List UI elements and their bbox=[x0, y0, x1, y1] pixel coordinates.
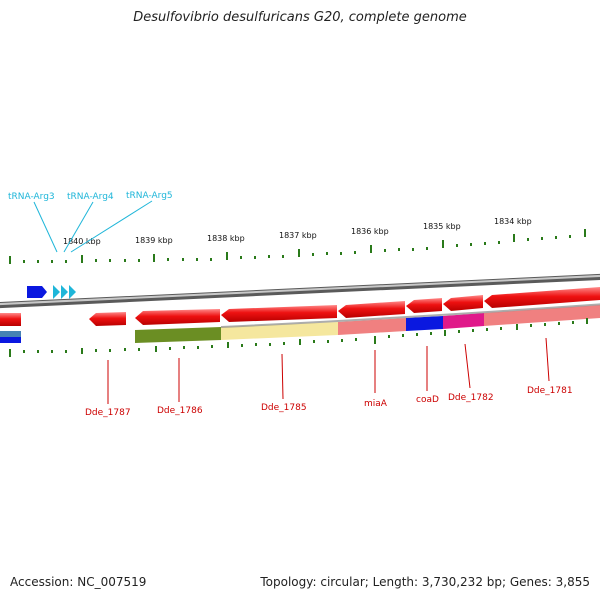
gene-label: Dde_1782 bbox=[448, 393, 494, 403]
cds-arrow bbox=[406, 298, 442, 313]
gene-label: Dde_1787 bbox=[85, 408, 131, 418]
gene-label: Dde_1781 bbox=[527, 386, 573, 396]
ruler-label: 1838 kbp bbox=[207, 234, 245, 243]
ruler-label: 1840 kbp bbox=[63, 237, 101, 246]
ruler-label: 1835 kbp bbox=[423, 222, 461, 231]
trna-arrow bbox=[69, 285, 76, 299]
cog-block bbox=[0, 331, 21, 337]
cds-arrow bbox=[221, 305, 337, 322]
small-gene-arrow bbox=[27, 286, 47, 298]
cog-block bbox=[0, 337, 21, 343]
cds-arrow bbox=[338, 301, 405, 318]
trna-leader-line bbox=[33, 201, 58, 253]
cds-arrow bbox=[443, 295, 483, 311]
upper-tick-row bbox=[9, 229, 586, 264]
trna-arrow bbox=[53, 285, 60, 299]
forward-small-features bbox=[27, 285, 76, 299]
cog-block bbox=[338, 318, 406, 335]
topology-text: Topology: circular; Length: 3,730,232 bp… bbox=[260, 575, 590, 589]
trna-label: tRNA-Arg3 bbox=[8, 192, 55, 202]
ruler-label: 1839 kbp bbox=[135, 236, 173, 245]
reverse-cds-arrows bbox=[0, 287, 600, 326]
cds-arrow bbox=[135, 309, 220, 325]
genome-title: Desulfovibrio desulfuricans G20, complet… bbox=[133, 10, 467, 25]
cds-arrow bbox=[89, 312, 126, 326]
cog-block bbox=[406, 316, 443, 331]
cog-track-edge bbox=[220, 303, 600, 328]
cog-block bbox=[135, 327, 221, 343]
trna-leader-line bbox=[63, 201, 94, 253]
trna-arrow bbox=[61, 285, 68, 299]
trna-label: tRNA-Arg4 bbox=[67, 192, 114, 202]
ruler-label: 1834 kbp bbox=[494, 217, 532, 226]
gene-leader-lines bbox=[107, 337, 550, 404]
cog-track bbox=[0, 303, 600, 343]
gene-label: coaD bbox=[416, 395, 439, 405]
cds-arrow bbox=[484, 287, 600, 308]
cds-arrow bbox=[0, 313, 21, 326]
cog-block bbox=[443, 313, 484, 329]
ruler-labels: 1840 kbp 1839 kbp 1838 kbp 1837 kbp 1836… bbox=[63, 217, 532, 246]
trna-label: tRNA-Arg5 bbox=[126, 191, 173, 201]
genome-backbone-highlight bbox=[0, 274, 600, 306]
gene-label: Dde_1786 bbox=[157, 406, 203, 416]
trna-leader-line bbox=[70, 200, 153, 253]
gene-label: miaA bbox=[364, 399, 388, 409]
gene-label: Dde_1785 bbox=[261, 403, 307, 413]
cog-block bbox=[484, 305, 600, 326]
ruler-label: 1837 kbp bbox=[279, 231, 317, 240]
accession-text: Accession: NC_007519 bbox=[10, 575, 147, 589]
genome-backbone bbox=[0, 273, 600, 309]
trna-annotations: tRNA-Arg3 tRNA-Arg4 tRNA-Arg5 bbox=[8, 191, 173, 253]
ruler-label: 1836 kbp bbox=[351, 227, 389, 236]
lower-tick-row bbox=[9, 318, 588, 357]
gene-labels: Dde_1787 Dde_1786 Dde_1785 miaA coaD Dde… bbox=[85, 386, 573, 418]
